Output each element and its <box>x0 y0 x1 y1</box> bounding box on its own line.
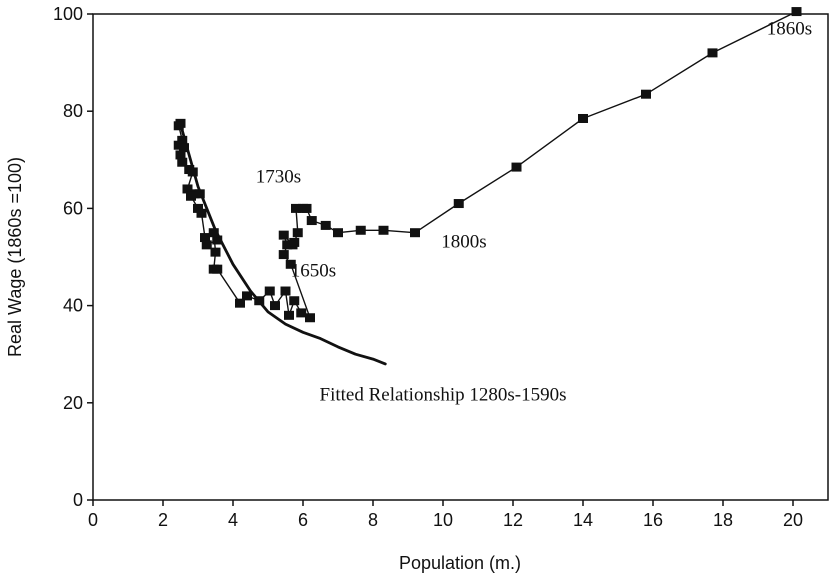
x-tick-label: 0 <box>88 510 98 530</box>
plot-frame <box>92 13 829 501</box>
data-point <box>453 199 464 209</box>
data-point <box>578 113 588 123</box>
y-tick-label: 0 <box>73 490 83 510</box>
data-point <box>177 135 188 145</box>
x-tick-label: 6 <box>298 510 308 530</box>
data-point <box>707 48 718 58</box>
data-point <box>173 121 184 131</box>
data-point <box>212 264 223 274</box>
y-tick-label: 80 <box>63 101 83 121</box>
data-point <box>270 301 280 311</box>
data-point <box>320 220 331 230</box>
x-tick-label: 12 <box>503 510 523 530</box>
data-point <box>378 225 389 235</box>
data-point <box>254 296 265 306</box>
data-point <box>282 240 293 250</box>
data-point <box>187 167 198 177</box>
y-axis-label: Real Wage (1860s =100) <box>5 157 25 357</box>
data-point <box>175 150 186 160</box>
data-point <box>201 240 212 250</box>
data-point <box>235 298 245 308</box>
data-point <box>186 191 196 201</box>
data-point <box>212 235 223 245</box>
annotations-group: 1730s 1650s 1800s 1860s Fitted Relationship … <box>256 18 812 405</box>
data-point <box>791 7 802 17</box>
data-point <box>280 286 291 296</box>
x-tick-label: 20 <box>783 510 803 530</box>
data-point <box>305 313 315 323</box>
data-point <box>296 308 307 318</box>
data-point <box>200 233 210 243</box>
x-tick-label: 18 <box>713 510 733 530</box>
data-point <box>278 250 289 260</box>
x-tick-label: 8 <box>368 510 378 530</box>
data-point <box>289 296 300 306</box>
data-point <box>196 208 207 218</box>
x-tick-label: 4 <box>228 510 238 530</box>
annotation-label: 1650s <box>291 260 336 281</box>
annotation-label: 1860s <box>767 18 812 39</box>
data-point <box>511 162 522 172</box>
markers-group <box>173 7 802 323</box>
data-point <box>173 140 184 150</box>
data-point <box>194 189 205 199</box>
observed-series-line <box>178 10 797 319</box>
annotation-label: 1800s <box>441 231 486 252</box>
data-point <box>410 228 420 238</box>
data-point <box>641 89 651 99</box>
annotation-label: 1730s <box>256 167 301 188</box>
data-point <box>289 237 300 247</box>
data-point <box>193 203 203 213</box>
axes-group: 0 2 4 6 8 10 12 14 16 18 20 0 20 40 60 80 100 <box>53 4 829 530</box>
data-point <box>278 230 289 240</box>
x-tick-label: 16 <box>643 510 663 530</box>
annotation-label: Fitted Relationship 1280s-1590s <box>320 384 567 405</box>
data-point <box>264 286 275 296</box>
y-tick-label: 60 <box>63 198 83 218</box>
data-point <box>306 216 317 226</box>
x-tick-label: 14 <box>573 510 593 530</box>
y-tick-label: 40 <box>63 296 83 316</box>
y-tick-label: 20 <box>63 393 83 413</box>
data-point <box>284 310 294 320</box>
data-point <box>177 157 188 167</box>
x-axis-label: Population (m.) <box>399 553 521 573</box>
data-point <box>333 228 343 238</box>
data-point <box>179 143 189 153</box>
data-point <box>208 228 219 238</box>
data-point <box>210 247 221 257</box>
x-tick-label: 2 <box>158 510 168 530</box>
data-point <box>285 259 296 269</box>
data-point <box>301 203 312 213</box>
y-tick-label: 100 <box>53 4 83 24</box>
series-lines-group <box>178 10 797 366</box>
data-point <box>291 203 301 213</box>
data-point <box>355 225 366 235</box>
data-point <box>292 228 303 238</box>
data-point <box>242 291 252 301</box>
data-point <box>182 184 193 194</box>
x-tick-label: 10 <box>433 510 453 530</box>
